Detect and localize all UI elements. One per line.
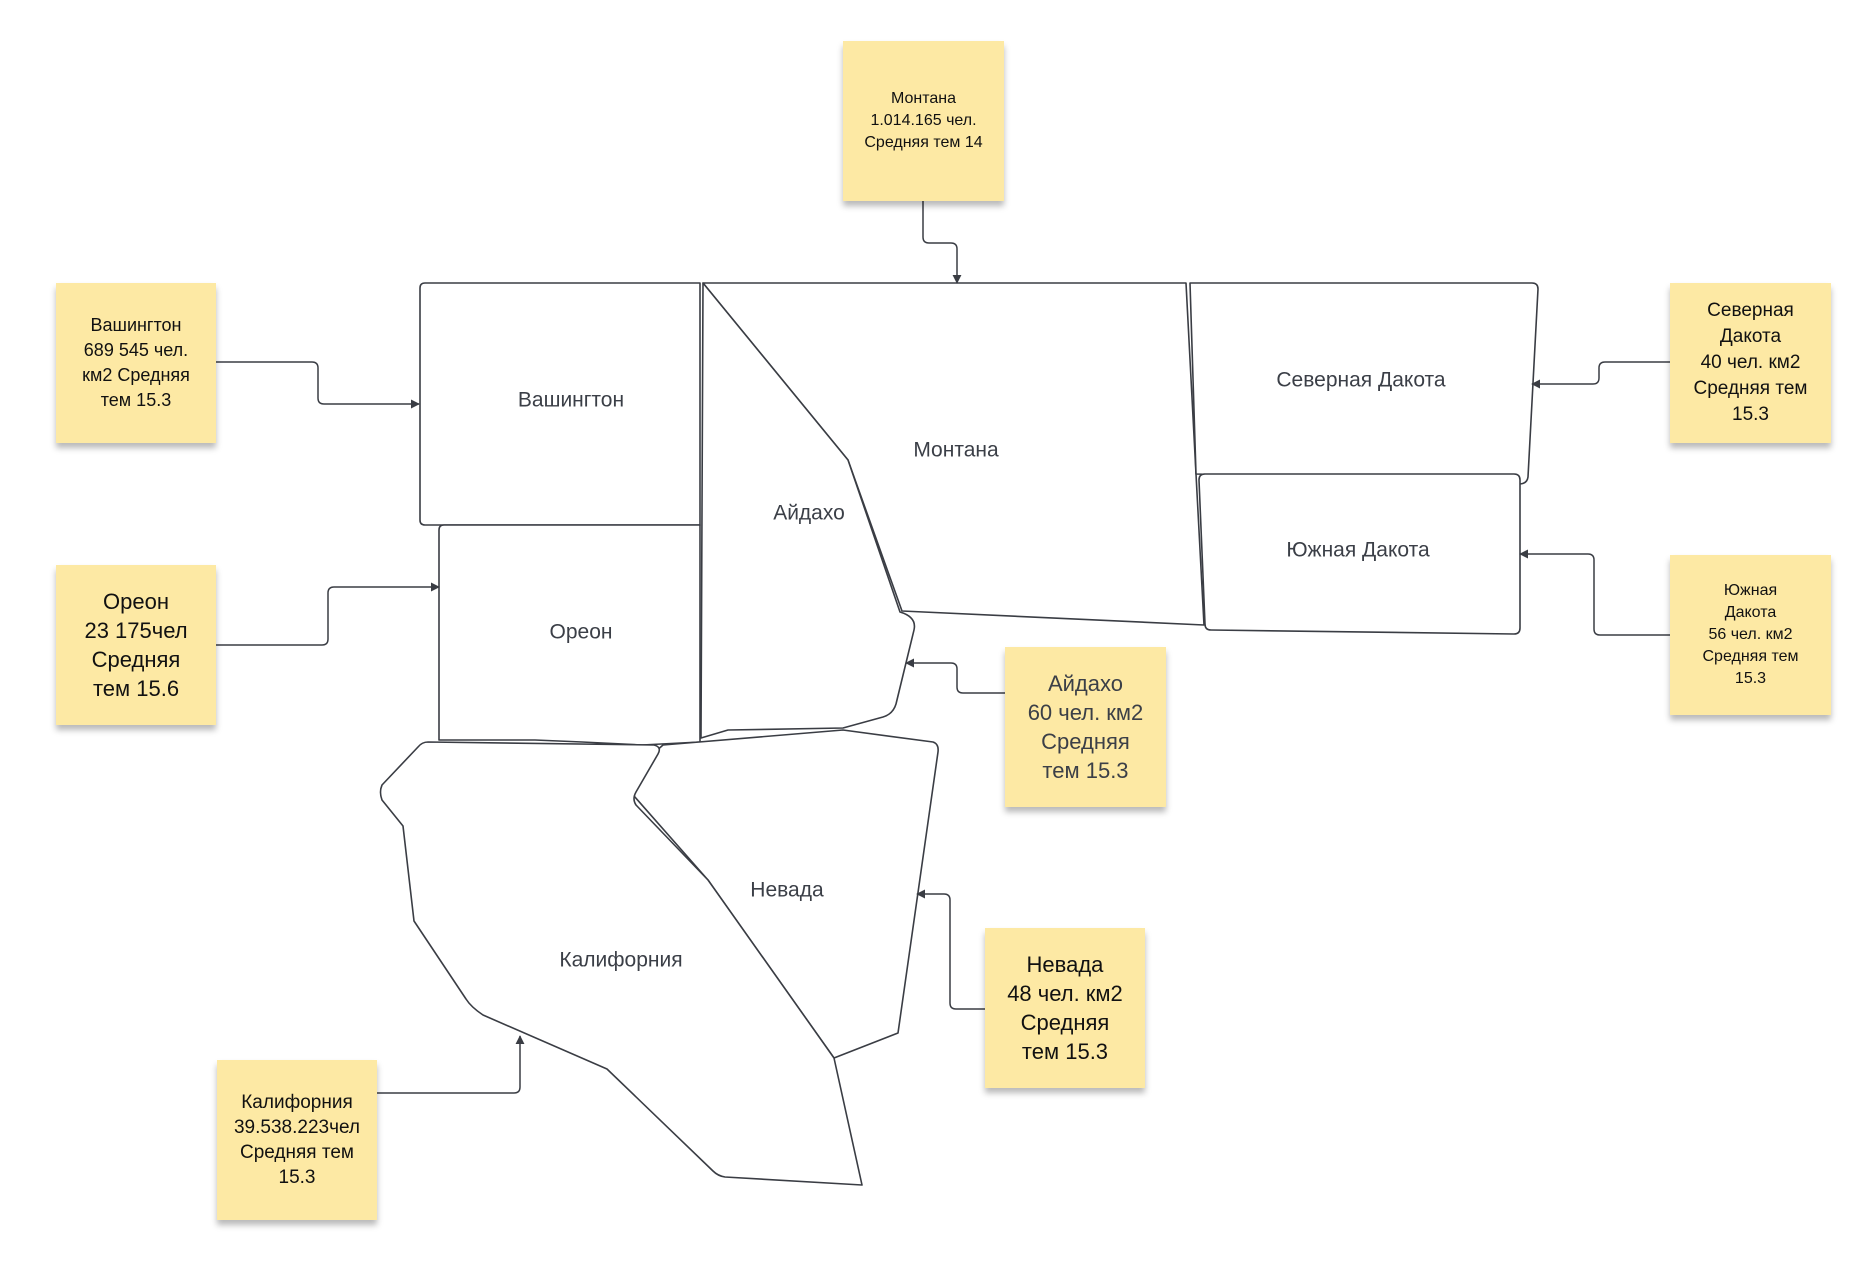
label-montana: Монтана	[913, 439, 999, 462]
label-nevada: Невада	[750, 879, 824, 902]
note-washington[interactable]: Вашингтон 689 545 чел. км2 Средняя тем 1…	[56, 283, 216, 443]
region-washington[interactable]	[419, 282, 701, 526]
note-south-dakota[interactable]: Южная Дакота 56 чел. км2 Средняя тем 15.…	[1670, 555, 1831, 715]
label-washington: Вашингтон	[518, 389, 624, 412]
region-north-dakota[interactable]	[1189, 282, 1539, 485]
note-california[interactable]: Калифорния 39.538.223чел Средняя тем 15.…	[217, 1060, 377, 1220]
connector-oregon	[216, 582, 440, 646]
label-idaho: Айдахо	[773, 502, 845, 525]
connector-montana	[922, 201, 962, 284]
label-north-dakota: Северная Дакота	[1276, 369, 1446, 392]
connector-nevada	[916, 889, 985, 1010]
region-california[interactable]	[379, 741, 863, 1186]
note-oregon[interactable]: Ореон 23 175чел Средняя тем 15.6	[56, 565, 216, 725]
connector-washington	[216, 361, 420, 409]
connector-south-dakota	[1519, 549, 1670, 636]
note-oregon-text: Ореон 23 175чел Средняя тем 15.6	[84, 589, 188, 701]
label-oregon: Ореон	[550, 621, 613, 644]
region-idaho[interactable]	[700, 282, 916, 739]
note-nevada[interactable]: Невада 48 чел. км2 Средняя тем 15.3	[985, 928, 1145, 1088]
note-montana-text: Монтана 1.014.165 чел. Средняя тем 14	[864, 90, 983, 151]
note-california-text: Калифорния 39.538.223чел Средняя тем 15.…	[233, 1092, 360, 1188]
note-idaho-text: Айдахо 60 чел. км2 Средняя тем 15.3	[1027, 671, 1144, 783]
label-california: Калифорния	[559, 949, 682, 972]
note-nevada-text: Невада 48 чел. км2 Средняя тем 15.3	[1007, 952, 1123, 1064]
note-washington-text: Вашингтон 689 545 чел. км2 Средняя тем 1…	[82, 315, 190, 410]
note-montana[interactable]: Монтана 1.014.165 чел. Средняя тем 14	[843, 41, 1004, 201]
note-north-dakota[interactable]: Северная Дакота 40 чел. км2 Средняя тем …	[1670, 283, 1831, 443]
note-north-dakota-text: Северная Дакота 40 чел. км2 Средняя тем …	[1693, 300, 1808, 425]
region-south-dakota[interactable]	[1198, 473, 1521, 635]
connector-north-dakota	[1531, 361, 1670, 389]
label-south-dakota: Южная Дакота	[1286, 539, 1430, 562]
note-south-dakota-text: Южная Дакота 56 чел. км2 Средняя тем 15.…	[1702, 582, 1799, 687]
connector-california	[377, 1035, 525, 1094]
note-idaho[interactable]: Айдахо 60 чел. км2 Средняя тем 15.3	[1005, 647, 1166, 807]
connector-idaho	[905, 658, 1005, 694]
